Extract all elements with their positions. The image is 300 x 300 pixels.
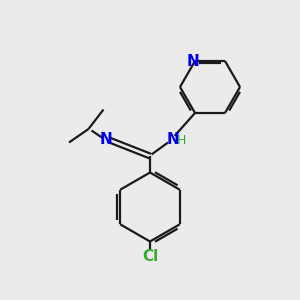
Text: N: N [99, 132, 112, 147]
Text: H: H [177, 134, 187, 147]
Text: N: N [187, 53, 200, 68]
Text: N: N [166, 132, 179, 147]
Text: Cl: Cl [142, 249, 158, 264]
